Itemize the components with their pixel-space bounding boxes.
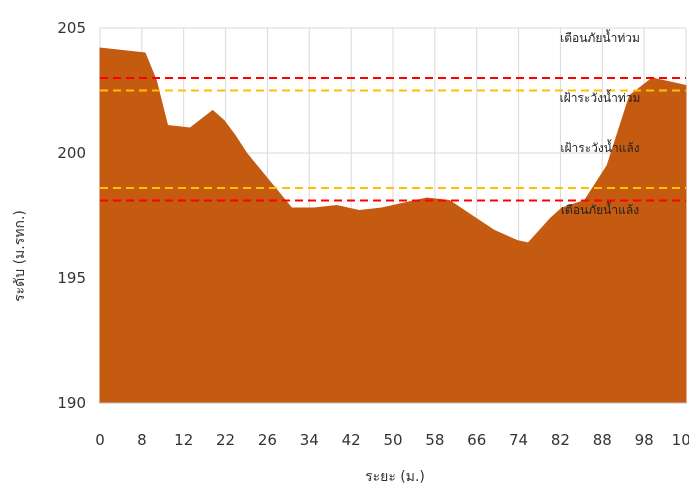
x-tick-label: 34 xyxy=(300,431,319,449)
reference-line-label: เตือนภัยน้ำท่วม xyxy=(560,29,640,45)
y-tick-label: 200 xyxy=(57,144,86,162)
x-axis-label: ระยะ (ม.) xyxy=(365,469,425,485)
x-tick-label: 88 xyxy=(593,431,612,449)
x-tick-label: 102 xyxy=(672,431,689,449)
reference-line-label: เฝ้าระวังน้ำท่วม xyxy=(560,89,641,105)
y-axis-label: ระดับ (ม.รทก.) xyxy=(12,210,28,302)
y-tick-label: 195 xyxy=(57,269,86,287)
reference-line-label: เตือนภัยน้ำแล้ง xyxy=(561,201,639,217)
x-tick-label: 50 xyxy=(383,431,402,449)
reference-lines: เตือนภัยน้ำท่วมเฝ้าระวังน้ำท่วมเฝ้าระวัง… xyxy=(100,29,686,217)
x-tick-label: 8 xyxy=(137,431,147,449)
x-tick-label: 0 xyxy=(95,431,105,449)
reference-line-label: เฝ้าระวังน้ำแล้ง xyxy=(560,139,639,155)
x-tick-label: 98 xyxy=(635,431,654,449)
x-tick-label: 42 xyxy=(342,431,361,449)
x-tick-label: 58 xyxy=(425,431,444,449)
x-tick-label: 74 xyxy=(509,431,528,449)
x-tick-label: 66 xyxy=(467,431,486,449)
x-tick-label: 26 xyxy=(258,431,277,449)
y-tick-label: 190 xyxy=(57,394,86,412)
x-tick-label: 82 xyxy=(551,431,570,449)
y-tick-label: 205 xyxy=(57,19,86,37)
axes: 0 8 12 22 26 34 42 50 58 66 74 82 88 98 102 190 195 200 20… xyxy=(57,19,689,449)
x-tick-label: 12 xyxy=(174,431,193,449)
x-tick-label: 22 xyxy=(216,431,235,449)
